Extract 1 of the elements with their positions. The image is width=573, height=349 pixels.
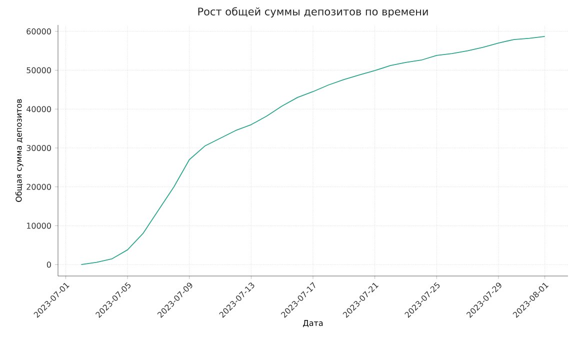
chart-title: Рост общей суммы депозитов по времени — [198, 7, 428, 18]
